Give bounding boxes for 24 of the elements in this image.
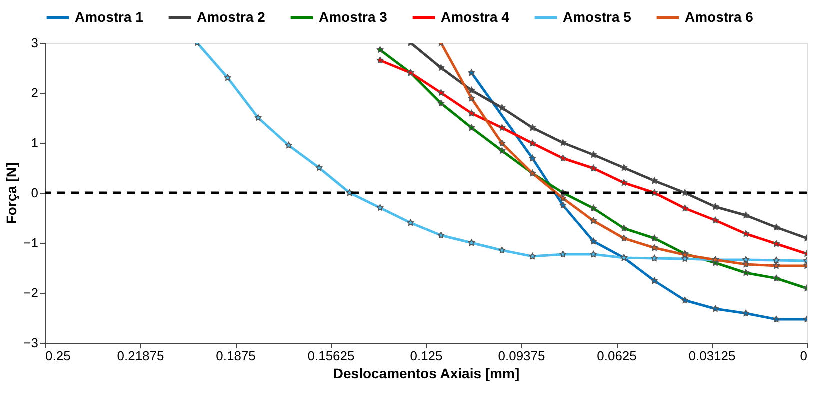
y-tick-label: −3 bbox=[24, 336, 38, 350]
legend-label: Amostra 4 bbox=[441, 9, 510, 25]
x-tick-label: 0.25 bbox=[46, 348, 71, 364]
x-tick-label: 0.0625 bbox=[597, 348, 637, 364]
y-tick-label: −2 bbox=[24, 286, 38, 300]
x-tick-label: 0 bbox=[800, 348, 808, 364]
y-tick-label: 0 bbox=[31, 186, 38, 200]
legend-label: Amostra 6 bbox=[685, 9, 754, 25]
x-tick-label: 0.09375 bbox=[498, 348, 546, 364]
y-tick-label: 3 bbox=[31, 36, 38, 50]
x-tick-label: 0.15625 bbox=[308, 348, 355, 364]
y-axis-title: Força [N] bbox=[4, 162, 20, 224]
legend-label: Amostra 5 bbox=[563, 9, 632, 25]
legend-label: Amostra 1 bbox=[75, 9, 144, 25]
legend-label: Amostra 2 bbox=[197, 9, 266, 25]
x-tick-label: 0.03125 bbox=[688, 348, 736, 364]
legend-label: Amostra 3 bbox=[319, 9, 388, 25]
y-tick-label: 2 bbox=[31, 86, 38, 100]
x-axis-title: Deslocamentos Axiais [mm] bbox=[333, 366, 520, 382]
y-tick-label: 1 bbox=[31, 136, 38, 150]
x-tick-label: 0.21875 bbox=[117, 348, 164, 364]
x-tick-label: 0.125 bbox=[410, 348, 443, 364]
x-tick-label: 0.1875 bbox=[216, 348, 256, 364]
y-tick-label: −1 bbox=[24, 236, 38, 250]
